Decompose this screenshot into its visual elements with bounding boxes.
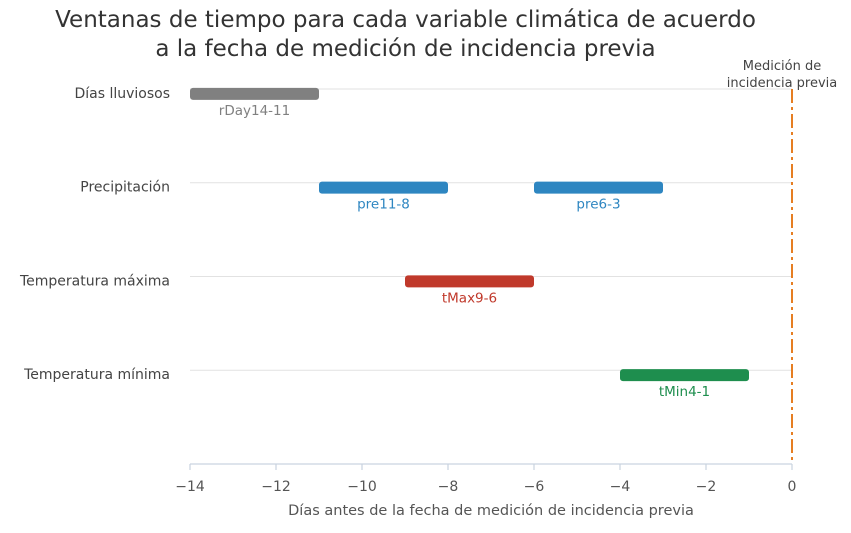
x-tick-label: −8 [438, 479, 459, 495]
reference-line-group: Medición de incidencia previa [727, 59, 838, 464]
range-bars: rDay14-11 pre11-8 pre6-3 tMax9-6 tMin4-1 [190, 87, 749, 400]
category-label: Días lluviosos [74, 86, 170, 102]
x-tick-label: −10 [347, 479, 377, 495]
range-bar [534, 181, 663, 194]
range-bar-label: tMax9-6 [442, 290, 497, 306]
x-axis-title: Días antes de la fecha de medición de in… [288, 503, 694, 519]
x-axis: −14 −12 −10 −8 −6 −4 −2 0 [175, 463, 797, 495]
chart-title-line-1: Ventanas de tiempo para cada variable cl… [55, 7, 756, 33]
category-label: Temperatura máxima [19, 273, 170, 289]
range-bar-label: rDay14-11 [219, 103, 290, 119]
range-bar-label: tMin4-1 [659, 384, 710, 400]
range-bar [405, 275, 534, 288]
reference-line-label: Medición de [743, 59, 821, 74]
x-tick-label: 0 [788, 479, 797, 495]
category-label: Temperatura mínima [23, 367, 170, 383]
range-bar [620, 369, 749, 382]
reference-line-label: incidencia previa [727, 76, 838, 91]
range-bar [190, 87, 319, 100]
category-label: Precipitación [80, 180, 170, 196]
x-tick-label: −6 [524, 479, 545, 495]
category-labels: Días lluviosos Precipitación Temperatura m… [19, 86, 170, 383]
x-tick-label: −14 [175, 479, 205, 495]
chart-title: Ventanas de tiempo para cada variable cl… [0, 6, 811, 64]
chart-title-line-2: a la fecha de medición de incidencia pre… [155, 36, 656, 62]
x-tick-label: −12 [261, 479, 291, 495]
grid-lines [190, 88, 792, 371]
range-bar-label: pre11-8 [357, 197, 410, 213]
x-tick-label: −4 [610, 479, 631, 495]
range-bar [319, 181, 448, 194]
range-bar-label: pre6-3 [576, 197, 620, 213]
x-tick-label: −2 [696, 479, 717, 495]
